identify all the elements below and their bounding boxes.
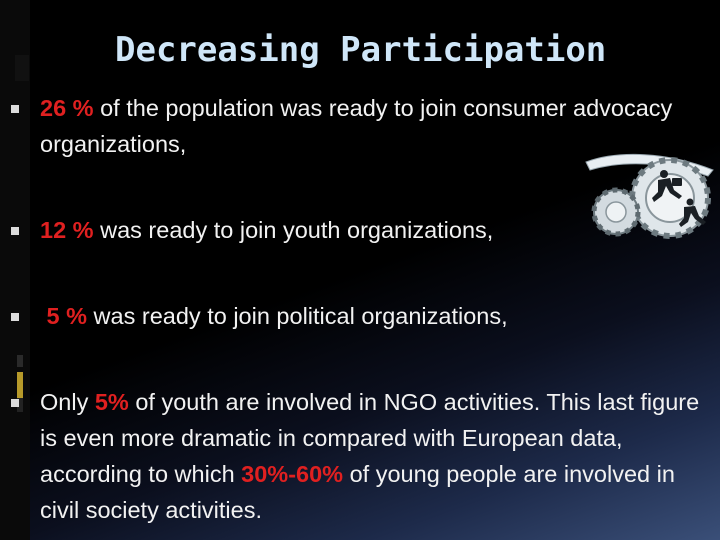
bullet-square-icon (11, 227, 19, 235)
bullet-text: of the population was ready to join cons… (40, 95, 673, 157)
bullet-highlight: 30%-60% (241, 461, 344, 487)
bullet-highlight: 12 % (40, 217, 94, 243)
slide-title: Decreasing Participation (115, 30, 607, 70)
bullet-text: was ready to join youth organizations, (93, 217, 494, 243)
decor-bar (17, 355, 23, 367)
bullet-highlight: 26 % (40, 95, 94, 121)
bullet-item: 26 % of the population was ready to join… (5, 90, 705, 162)
bullet-square-icon (11, 399, 19, 407)
bullet-item: 12 % was ready to join youth organizatio… (5, 212, 705, 248)
left-decor-strip (0, 0, 30, 540)
decor-bar-gold (17, 372, 23, 398)
bullet-square-icon (11, 313, 19, 321)
bullet-highlight: 5% (94, 389, 129, 415)
bullet-highlight: 5 % (46, 303, 88, 329)
bullet-text: of young people are involved in civil so… (40, 461, 675, 523)
bullet-text-pre: Only (40, 389, 95, 415)
decor-bar (17, 398, 23, 412)
bullet-text: was ready to join political organization… (87, 303, 508, 329)
decor-square (15, 55, 29, 81)
bullet-item: Only 5% of youth are involved in NGO act… (5, 384, 705, 528)
bullet-text: of youth are involved in NGO activities.… (40, 389, 700, 487)
bullet-item: 5 % was ready to join political organiza… (5, 298, 705, 334)
bullet-square-icon (11, 105, 19, 113)
gears-running-men-icon (585, 153, 714, 239)
